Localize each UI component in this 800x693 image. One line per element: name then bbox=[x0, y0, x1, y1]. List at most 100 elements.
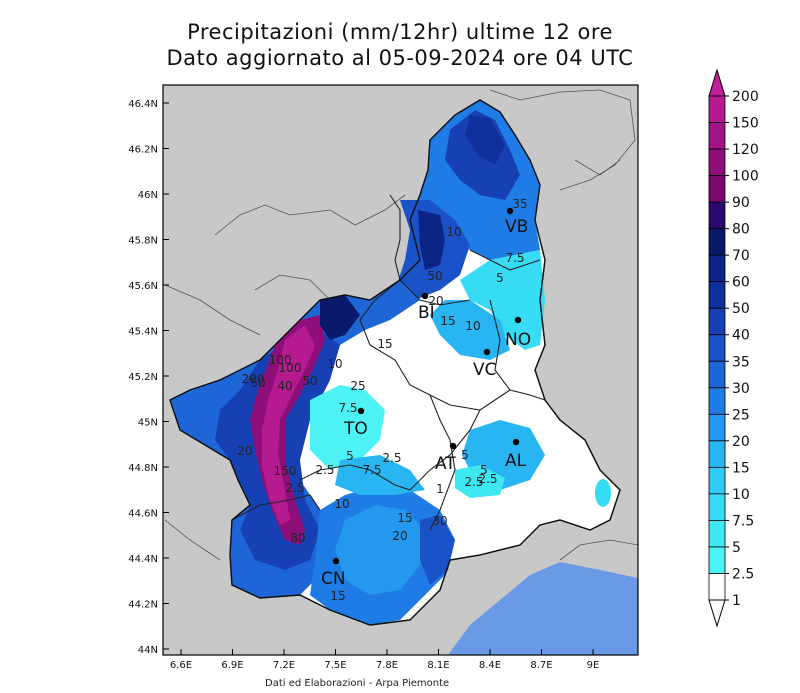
colorbar-segment bbox=[708, 466, 726, 495]
colorbar-label: 70 bbox=[732, 248, 750, 264]
colorbar-label: 120 bbox=[732, 142, 759, 158]
contour-label: 50 bbox=[427, 269, 442, 283]
precip-fields bbox=[170, 100, 611, 625]
contour-label: 10 bbox=[334, 497, 349, 511]
colorbar-segment bbox=[708, 440, 726, 468]
contour-label: 50 bbox=[250, 376, 265, 390]
map-frame bbox=[162, 84, 639, 656]
contour-label: 200 bbox=[242, 372, 265, 386]
contour-label: 5 bbox=[346, 449, 354, 463]
contour-label: 25 bbox=[350, 379, 365, 393]
contour-label: 2.5 bbox=[478, 472, 497, 486]
x-tick-label: 6.9E bbox=[221, 660, 243, 671]
contour-label: 20 bbox=[237, 444, 252, 458]
y-tick-label: 44N bbox=[138, 645, 158, 656]
y-tick-label: 45.6N bbox=[128, 281, 158, 292]
region-outline bbox=[169, 99, 621, 626]
y-tick-label: 45.8N bbox=[128, 236, 158, 247]
map-title-line2: Dato aggiornato al 05-09-2024 ore 04 UTC bbox=[166, 46, 634, 70]
colorbar-segment bbox=[708, 254, 726, 283]
x-tick-label: 7.5E bbox=[324, 660, 346, 671]
y-tick-label: 45.2N bbox=[128, 372, 158, 383]
contour-label: 2.5 bbox=[382, 451, 401, 465]
contour-label: 5 bbox=[496, 271, 504, 285]
contour-label: 100 bbox=[279, 361, 302, 375]
colorbar-label: 7.5 bbox=[732, 513, 754, 529]
colorbar-label: 1 bbox=[732, 593, 741, 609]
city-marker bbox=[506, 207, 514, 215]
city-label: NO bbox=[505, 330, 531, 350]
colorbar-segment bbox=[708, 546, 726, 574]
colorbar-segment bbox=[708, 122, 726, 150]
colorbar-segment bbox=[708, 334, 726, 362]
city-label: AL bbox=[505, 451, 527, 471]
city-marker bbox=[512, 438, 520, 446]
city-label: VC bbox=[473, 360, 497, 380]
colorbar-label: 100 bbox=[732, 169, 759, 185]
contour-label: 7.5 bbox=[505, 251, 524, 265]
y-tick-label: 45.4N bbox=[128, 327, 158, 338]
y-axis: 46.4N 46.2N 46N 45.8N 45.6N 45.4N 45.2N 45N 44.8… bbox=[128, 99, 169, 656]
contour-label: 20 bbox=[428, 294, 443, 308]
colorbar-label: 2.5 bbox=[732, 566, 754, 582]
contour-label: 10 bbox=[327, 357, 342, 371]
colorbar-segment bbox=[708, 201, 726, 230]
x-tick-label: 9E bbox=[587, 660, 600, 671]
neighbor-borders bbox=[164, 89, 639, 561]
city-marker bbox=[421, 292, 429, 300]
colorbar-label: 35 bbox=[732, 354, 750, 370]
x-tick-label: 8.1E bbox=[427, 660, 449, 671]
cities: VB BI NO VC TO AT AL CN bbox=[321, 207, 531, 589]
contour-label: 40 bbox=[277, 379, 292, 393]
colorbar-label: 50 bbox=[732, 301, 750, 317]
city-label: TO bbox=[343, 419, 368, 439]
contour-label: 50 bbox=[302, 374, 317, 388]
y-tick-label: 44.8N bbox=[128, 463, 158, 474]
x-tick-label: 7.2E bbox=[273, 660, 295, 671]
contour-label: 2.5 bbox=[464, 475, 483, 489]
x-tick-label: 8.4E bbox=[479, 660, 501, 671]
colorbar-segment bbox=[708, 360, 726, 389]
colorbar-segment bbox=[708, 228, 726, 256]
contour-label: 2.5 bbox=[285, 481, 304, 495]
y-tick-label: 44.4N bbox=[128, 554, 158, 565]
colorbar-segment bbox=[708, 148, 726, 176]
colorbar-label: 90 bbox=[732, 195, 750, 211]
y-tick-label: 46.2N bbox=[128, 145, 158, 156]
contour-label: 5 bbox=[461, 448, 469, 462]
x-axis: 6.6E 6.9E 7.2E 7.5E 7.8E 8.1E 8.4E 8.7E 9E bbox=[170, 649, 599, 671]
contour-label: 7.5 bbox=[338, 401, 357, 415]
y-tick-label: 45N bbox=[138, 418, 158, 429]
colorbar-label: 10 bbox=[732, 487, 750, 503]
colorbar-label: 150 bbox=[732, 116, 759, 132]
contour-label: 1 bbox=[436, 482, 444, 496]
colorbar-segment bbox=[708, 95, 726, 123]
colorbar-segment bbox=[708, 307, 726, 336]
city-label: AT bbox=[435, 454, 456, 474]
contour-label: 15 bbox=[377, 337, 392, 351]
contour-label: 15 bbox=[330, 589, 345, 603]
contour-label: 80 bbox=[290, 531, 305, 545]
contour-label: 35 bbox=[512, 197, 527, 211]
colorbar-segment bbox=[708, 413, 726, 442]
sea-area bbox=[448, 562, 638, 655]
colorbar-label: 20 bbox=[732, 434, 750, 450]
contour-label: 100 bbox=[269, 353, 292, 367]
colorbar-label: 15 bbox=[732, 460, 750, 476]
contour-label: 15 bbox=[440, 314, 455, 328]
city-label: CN bbox=[321, 569, 346, 589]
colorbar-label: 200 bbox=[732, 89, 759, 105]
city-marker bbox=[514, 316, 522, 324]
city-marker bbox=[449, 442, 457, 450]
city-marker bbox=[332, 557, 340, 565]
contour-label: 10 bbox=[465, 319, 480, 333]
colorbar-label: 80 bbox=[732, 222, 750, 238]
x-tick-label: 6.6E bbox=[170, 660, 192, 671]
city-label: VB bbox=[505, 217, 528, 237]
colorbar: 200 150 120 100 90 80 70 60 50 40 35 30 25 20 15 10 7.5 5… bbox=[708, 68, 759, 628]
y-tick-label: 44.2N bbox=[128, 600, 158, 611]
contour-label: 2.5 bbox=[315, 463, 334, 477]
contour-label: 20 bbox=[392, 529, 407, 543]
